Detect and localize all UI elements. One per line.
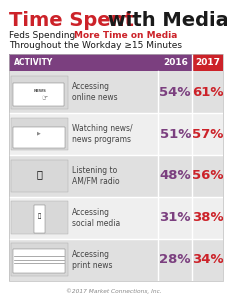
Text: 54%: 54% [159,86,190,99]
Text: Accessing
social media: Accessing social media [71,208,119,228]
Text: 28%: 28% [159,253,190,266]
Bar [11,160,67,192]
Text: 38%: 38% [191,211,223,224]
Bar [13,83,64,106]
Bar [9,71,222,113]
Text: with Media: with Media [101,11,227,29]
Text: 2017: 2017 [195,58,220,67]
Bar [9,155,222,197]
Text: 34%: 34% [191,253,223,266]
Text: 👍: 👍 [37,214,41,219]
Text: 57%: 57% [191,128,223,141]
Bar [11,243,67,276]
Bar [192,54,222,71]
Bar [11,76,67,109]
Bar [11,118,67,150]
Bar [9,54,222,71]
Text: 61%: 61% [191,86,223,99]
Bar [9,239,222,280]
Text: Listening to
AM/FM radio: Listening to AM/FM radio [71,166,119,186]
Text: More Time on Media: More Time on Media [74,31,177,40]
Text: ACTIVITY: ACTIVITY [14,58,53,67]
Text: ☞: ☞ [42,95,48,101]
Text: 56%: 56% [191,169,223,182]
Bar [11,202,67,234]
Text: Feds Spending: Feds Spending [9,31,78,40]
Text: ▶: ▶ [37,130,41,135]
Text: Watching news/
news programs: Watching news/ news programs [71,124,132,144]
Text: Throughout the Workday ≥15 Minutes: Throughout the Workday ≥15 Minutes [9,41,181,50]
Bar [9,197,222,239]
Bar [9,54,222,280]
Text: 2016: 2016 [162,58,187,67]
Text: ©2017 Market Connections, Inc.: ©2017 Market Connections, Inc. [66,289,161,294]
Text: Time Spent: Time Spent [9,11,133,29]
Text: 31%: 31% [159,211,190,224]
Bar [13,249,64,274]
Bar [13,127,64,148]
Text: 48%: 48% [159,169,190,182]
Text: Accessing
print news: Accessing print news [71,250,112,270]
Text: 📡: 📡 [36,169,42,179]
Text: NEWS: NEWS [34,89,47,93]
Bar [9,113,222,155]
Text: 51%: 51% [159,128,190,141]
Text: Accessing
online news: Accessing online news [71,82,117,102]
Bar [33,205,45,232]
